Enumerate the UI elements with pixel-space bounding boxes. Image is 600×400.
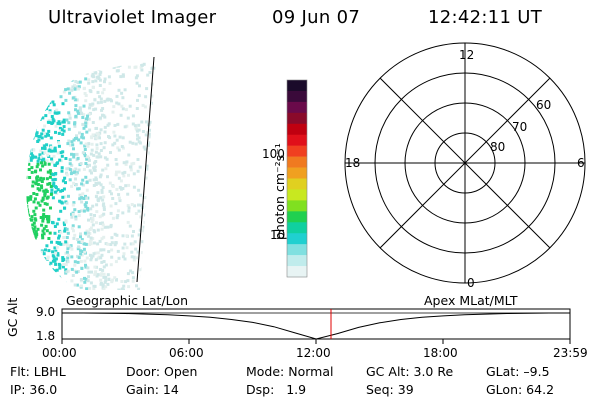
colorbar-cell xyxy=(287,211,307,223)
timeline-xtick-3: 18:00 xyxy=(423,346,458,360)
mlt-label-0: 0 xyxy=(467,276,475,290)
polar-grid-plot xyxy=(344,42,586,284)
info-door: Door: Open xyxy=(126,364,198,379)
polar-diagonal-2 xyxy=(379,77,551,249)
colorbar-cell xyxy=(287,123,307,136)
lat-label-70: 70 xyxy=(512,120,528,134)
colorbar-cell xyxy=(287,145,307,157)
info-glon: GLon: 64.2 xyxy=(486,382,555,397)
info-seq: Seq: 39 xyxy=(366,382,414,397)
timeline-panel xyxy=(61,308,571,344)
colorbar-cell xyxy=(287,90,307,103)
timeline-right-label: Apex MLat/MLT xyxy=(424,293,518,308)
app-title: Ultraviolet Imager xyxy=(48,7,217,28)
info-dsp: Dsp: 1.9 xyxy=(246,382,307,397)
colorbar-tick-100: 100 xyxy=(262,147,285,161)
mlt-label-12: 12 xyxy=(459,48,475,62)
timeline-xtick-1: 06:00 xyxy=(169,346,204,360)
colorbar-cell xyxy=(287,233,307,245)
colorbar-cell xyxy=(287,167,307,179)
colorbar-cell xyxy=(287,189,307,201)
timeline-ytick-max: 9.0 xyxy=(36,305,56,319)
timeline-xtick-0: 00:00 xyxy=(42,346,77,360)
timeline-xtick-4: 23:59 xyxy=(553,346,588,360)
info-gc-alt: GC Alt: 3.0 Re xyxy=(366,364,454,379)
colorbar xyxy=(286,79,308,278)
terminator-line xyxy=(136,56,155,283)
lat-label-60: 60 xyxy=(536,98,552,112)
info-flt: Flt: LBHL xyxy=(10,364,66,379)
timeline-left-label: Geographic Lat/Lon xyxy=(66,293,188,308)
colorbar-cell xyxy=(287,101,307,114)
timeline-ylabel: GC Alt xyxy=(5,297,20,337)
timeline-xtick-2: 12:00 xyxy=(296,346,331,360)
colorbar-cell xyxy=(287,134,307,146)
colorbar-cell xyxy=(287,200,307,212)
colorbar-cell xyxy=(287,80,307,92)
colorbar-cell xyxy=(287,178,307,190)
info-ip: IP: 36.0 xyxy=(10,382,58,397)
colorbar-cell xyxy=(287,244,307,256)
info-glat: GLat: –9.5 xyxy=(486,364,550,379)
header-date: 09 Jun 07 xyxy=(272,7,361,28)
colorbar-cell xyxy=(287,266,307,278)
colorbar-cell xyxy=(287,112,307,125)
timeline-ytick-min: 1.8 xyxy=(36,329,56,343)
mlt-label-18: 18 xyxy=(345,156,361,170)
info-mode: Mode: Normal xyxy=(246,364,334,379)
info-gain: Gain: 14 xyxy=(126,382,179,397)
lat-label-80: 80 xyxy=(490,140,506,154)
header-time: 12:42:11 UT xyxy=(428,7,543,28)
auroral-image xyxy=(26,56,156,290)
colorbar-cell xyxy=(287,222,307,234)
colorbar-cell xyxy=(287,255,307,267)
mlt-label-6: 6 xyxy=(577,156,585,170)
colorbar-cell xyxy=(287,156,307,168)
colorbar-tick-10: 10 xyxy=(270,228,286,242)
